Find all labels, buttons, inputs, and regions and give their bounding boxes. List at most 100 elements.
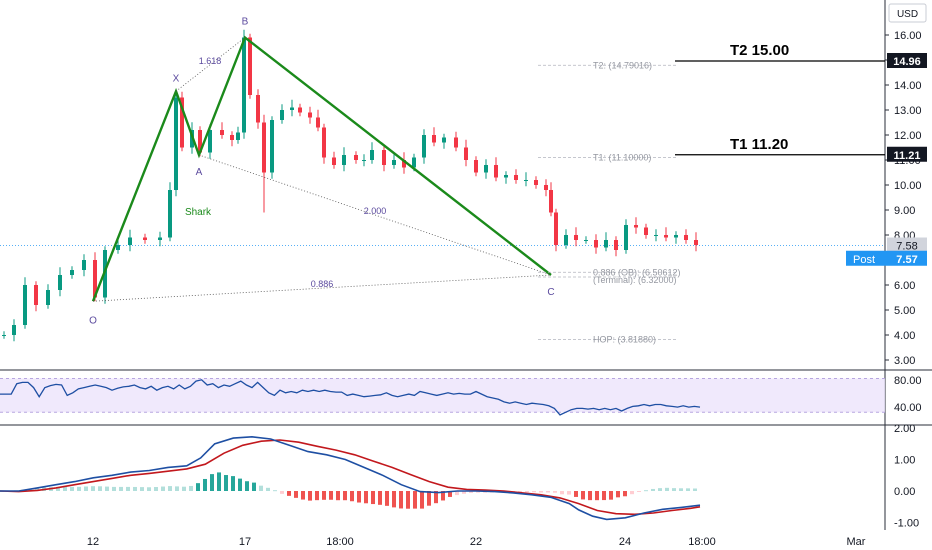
macd-hist-bar (98, 486, 102, 491)
macd-hist-bar (448, 491, 452, 497)
macd-hist-bar (287, 491, 291, 496)
price-tag (887, 237, 927, 253)
macd-hist-bar (406, 491, 410, 509)
macd-hist-bar (595, 491, 599, 501)
macd-tick-label: 1.00 (894, 455, 915, 467)
macd-hist-bar (189, 485, 193, 491)
currency-label: USD (897, 9, 918, 20)
macd-hist-bar (182, 486, 186, 491)
candle-body (594, 240, 598, 248)
macd-hist-bar (364, 491, 368, 504)
macd-hist-bar (574, 491, 578, 497)
macd-hist-bar (399, 491, 403, 509)
candle-body (654, 235, 658, 236)
macd-hist-bar (588, 491, 592, 501)
candle-body (370, 150, 374, 160)
ratio-label: 1.618 (199, 56, 222, 66)
macd-hist-bar (630, 491, 634, 495)
macd-tick-label: -1.00 (894, 518, 919, 530)
pattern-point-label: O (89, 315, 97, 326)
macd-hist-bar (133, 486, 137, 491)
macd-hist-bar (266, 487, 270, 491)
price-axis[interactable]: 3.004.005.006.007.008.009.0010.0011.0012… (885, 30, 922, 367)
price-tag-label: 11.21 (894, 150, 921, 162)
candle-body (604, 240, 608, 248)
macd-hist-bar (56, 486, 60, 491)
candle-body (290, 107, 294, 110)
macd-hist-bar (238, 478, 242, 491)
macd-hist-bar (665, 487, 669, 491)
macd-hist-bar (658, 488, 662, 491)
macd-hist-bar (301, 491, 305, 500)
candle-body (432, 135, 436, 143)
candle-body (93, 260, 97, 298)
rsi-tick-label: 80.00 (894, 375, 922, 387)
candle-body (392, 160, 396, 165)
macd-hist-bar (679, 488, 683, 491)
candle-body (442, 137, 446, 143)
candle-body (402, 160, 406, 168)
candle-body (298, 107, 302, 113)
ratio-label: 2.000 (364, 206, 387, 216)
pattern-point-label: X (173, 73, 180, 84)
fib-label: (Terminal): (6.32000) (593, 275, 677, 285)
candle-body (322, 127, 326, 158)
macd-hist-bar (469, 491, 473, 493)
candle-body (564, 235, 568, 245)
price-tick-label: 16.00 (894, 30, 922, 42)
fib-label: T1: (11.10000) (593, 153, 651, 163)
time-tick-label: Mar (847, 536, 866, 548)
pattern-point-label: C (547, 287, 554, 298)
time-axis[interactable]: 12 17 18:00 22 24 18:00 Mar (87, 536, 866, 548)
price-tag (887, 146, 927, 162)
price-tick-label: 3.00 (894, 355, 915, 367)
macd-hist-bar (343, 491, 347, 501)
macd-hist-bar (252, 482, 256, 491)
macd-line (0, 435, 701, 521)
candle-body (494, 165, 498, 178)
macd-hist-bar (245, 481, 249, 491)
candle-body (128, 237, 132, 245)
candlestick-series (2, 29, 698, 342)
macd-hist-bar (112, 486, 116, 491)
candle-body (382, 150, 386, 165)
candle-body (354, 155, 358, 160)
macd-signal-line (0, 439, 701, 516)
macd-hist-bar (63, 486, 67, 491)
ratio-label: 0.886 (311, 279, 334, 289)
candle-body (342, 155, 346, 165)
macd-hist-bar (518, 491, 522, 493)
macd-hist-bar (168, 486, 172, 491)
main-pane (0, 0, 932, 530)
macd-hist-bar (161, 486, 165, 491)
candle-body (70, 270, 74, 275)
macd-hist-bar (217, 472, 221, 491)
harmonic-pattern: O X A B C 1.618 2.000 0.886 Shark (89, 17, 555, 327)
macd-pane: 2.00 1.00 0.00 -1.00 (0, 423, 919, 530)
macd-hist-bar (126, 486, 130, 491)
price-tick-label: 9.00 (894, 205, 915, 217)
ratio-line (198, 154, 552, 276)
candle-body (58, 275, 62, 290)
target-lines: T2 15.00 T1 11.20 (675, 42, 885, 156)
macd-hist-bar (392, 491, 396, 508)
macd-hist-bar (693, 488, 697, 491)
macd-hist-bar (651, 488, 655, 491)
macd-hist-bar (308, 491, 312, 501)
macd-hist-bar (140, 487, 144, 491)
macd-hist-bar (84, 486, 88, 491)
price-tag (887, 53, 927, 68)
pattern-point-label: B (242, 17, 249, 28)
price-tick-label: 10.00 (894, 180, 922, 192)
macd-hist-bar (315, 491, 319, 501)
time-tick-label: 18:00 (326, 536, 354, 548)
candle-body (584, 240, 588, 241)
candle-body (248, 37, 252, 95)
macd-hist-bar (210, 474, 214, 491)
candle-body (34, 285, 38, 305)
candle-body (270, 120, 274, 173)
currency-button[interactable]: USD (888, 3, 927, 23)
pattern-name: Shark (185, 207, 212, 218)
candle-body (116, 245, 120, 250)
macd-hist-bar (350, 491, 354, 502)
